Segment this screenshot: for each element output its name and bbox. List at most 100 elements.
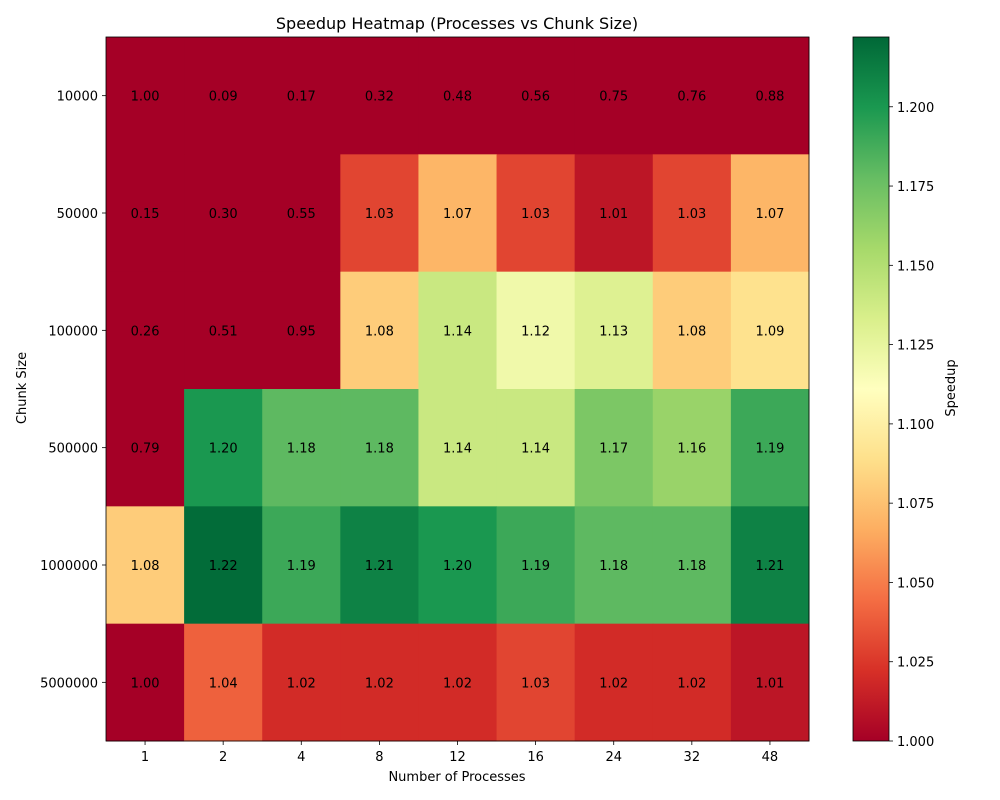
heatmap-cell	[730, 389, 810, 507]
heatmap-cell	[184, 506, 263, 625]
heatmap-cell	[574, 154, 654, 273]
x-tick-label: 2	[219, 750, 227, 765]
heatmap-cell	[574, 37, 654, 155]
x-tick-label: 4	[297, 750, 305, 765]
cell-value-label: 1.00	[131, 676, 160, 691]
heatmap-cell	[106, 623, 185, 742]
y-axis-label: Chunk Size	[15, 352, 30, 424]
colorbar-tick-label: 1.100	[897, 418, 934, 433]
cell-value-label: 1.02	[365, 676, 394, 691]
heatmap-cell	[106, 271, 185, 390]
y-tick-label: 500000	[48, 442, 98, 457]
cell-value-label: 1.14	[443, 442, 472, 457]
cell-value-label: 1.01	[755, 676, 784, 691]
cell-value-label: 1.08	[365, 324, 394, 339]
heatmap-cell	[730, 154, 810, 273]
x-tick-label: 12	[449, 750, 466, 765]
cell-value-label: 0.88	[755, 90, 784, 105]
cell-value-label: 0.56	[521, 90, 550, 105]
cell-value-label: 1.22	[209, 559, 238, 574]
heatmap-cell	[574, 623, 654, 742]
cell-value-label: 1.19	[755, 442, 784, 457]
colorbar-tick-label: 1.200	[897, 101, 934, 116]
heatmap-cell	[418, 154, 498, 273]
cell-value-label: 1.14	[443, 324, 472, 339]
chart-title: Speedup Heatmap (Processes vs Chunk Size…	[276, 14, 638, 33]
heatmap-cell	[340, 154, 419, 273]
heatmap-cell	[652, 506, 732, 625]
heatmap-cells	[106, 37, 810, 742]
heatmap-cell	[730, 506, 810, 625]
heatmap-cell	[496, 506, 576, 625]
cell-value-label: 0.30	[209, 207, 238, 222]
heatmap-cell	[184, 623, 263, 742]
x-tick-label: 48	[762, 750, 779, 765]
heatmap-cell	[730, 271, 810, 390]
y-tick-label: 1000000	[40, 559, 98, 574]
heatmap-cell	[574, 389, 654, 507]
colorbar-tick-label: 1.075	[897, 497, 934, 512]
heatmap-cell	[418, 623, 498, 742]
cell-value-label: 1.03	[521, 676, 550, 691]
cell-value-label: 1.12	[521, 324, 550, 339]
x-tick-label: 16	[527, 750, 544, 765]
cell-value-label: 1.21	[365, 559, 394, 574]
colorbar-tick-label: 1.050	[897, 576, 934, 591]
cell-value-label: 1.18	[677, 559, 706, 574]
heatmap-cell	[496, 37, 576, 155]
cell-value-label: 0.32	[365, 90, 394, 105]
cell-value-label: 0.55	[287, 207, 316, 222]
colorbar-tick-label: 1.025	[897, 656, 934, 671]
cell-value-label: 0.09	[209, 90, 238, 105]
heatmap-cell	[262, 154, 341, 273]
heatmap-cell	[496, 623, 576, 742]
cell-value-label: 0.76	[677, 90, 706, 105]
cell-value-label: 1.17	[599, 442, 628, 457]
cell-value-label: 1.02	[287, 676, 316, 691]
cell-value-label: 0.26	[131, 324, 160, 339]
cell-value-label: 1.16	[677, 442, 706, 457]
heatmap-cell	[340, 623, 419, 742]
heatmap-cell	[730, 623, 810, 742]
heatmap-cell	[652, 271, 732, 390]
cell-value-label: 1.03	[677, 207, 706, 222]
heatmap-cell	[184, 154, 263, 273]
heatmap-cell	[730, 37, 810, 155]
cell-value-label: 1.08	[131, 559, 160, 574]
heatmap-cell	[418, 506, 498, 625]
cell-value-label: 1.21	[755, 559, 784, 574]
cell-value-label: 0.15	[131, 207, 160, 222]
heatmap-cell	[340, 506, 419, 625]
cell-value-label: 1.07	[443, 207, 472, 222]
colorbar	[852, 36, 890, 742]
cell-value-label: 0.75	[599, 90, 628, 105]
heatmap-cell-labels: 1.00 0.09 0.17 0.32 0.48 0.56 0.75 0.76 0.88 0.15…	[131, 90, 785, 692]
x-axis-ticks: 1 2 4 8 12 16 24 32 48	[141, 741, 778, 765]
y-tick-label: 50000	[57, 207, 98, 222]
y-tick-label: 5000000	[40, 676, 98, 691]
heatmap-cell	[652, 623, 732, 742]
y-tick-label: 10000	[57, 90, 98, 105]
heatmap-cell	[340, 271, 419, 390]
cell-value-label: 1.04	[209, 676, 238, 691]
cell-value-label: 1.13	[599, 324, 628, 339]
heatmap-cell	[574, 506, 654, 625]
cell-value-label: 1.18	[599, 559, 628, 574]
heatmap-cell	[340, 389, 419, 507]
heatmap-cell	[496, 389, 576, 507]
x-tick-label: 32	[684, 750, 701, 765]
cell-value-label: 0.79	[131, 442, 160, 457]
colorbar-ticks: 1.000 1.025 1.050 1.075 1.100 1.125 1.150 1.175…	[889, 101, 934, 750]
x-tick-label: 1	[141, 750, 149, 765]
cell-value-label: 0.17	[287, 90, 316, 105]
heatmap-cell	[652, 154, 732, 273]
cell-value-label: 1.14	[521, 442, 550, 457]
heatmap-cell	[262, 271, 341, 390]
cell-value-label: 1.07	[755, 207, 784, 222]
cell-value-label: 1.20	[209, 442, 238, 457]
x-tick-label: 24	[605, 750, 622, 765]
cell-value-label: 1.19	[287, 559, 316, 574]
heatmap-cell	[262, 37, 341, 155]
heatmap-cell	[106, 389, 185, 507]
